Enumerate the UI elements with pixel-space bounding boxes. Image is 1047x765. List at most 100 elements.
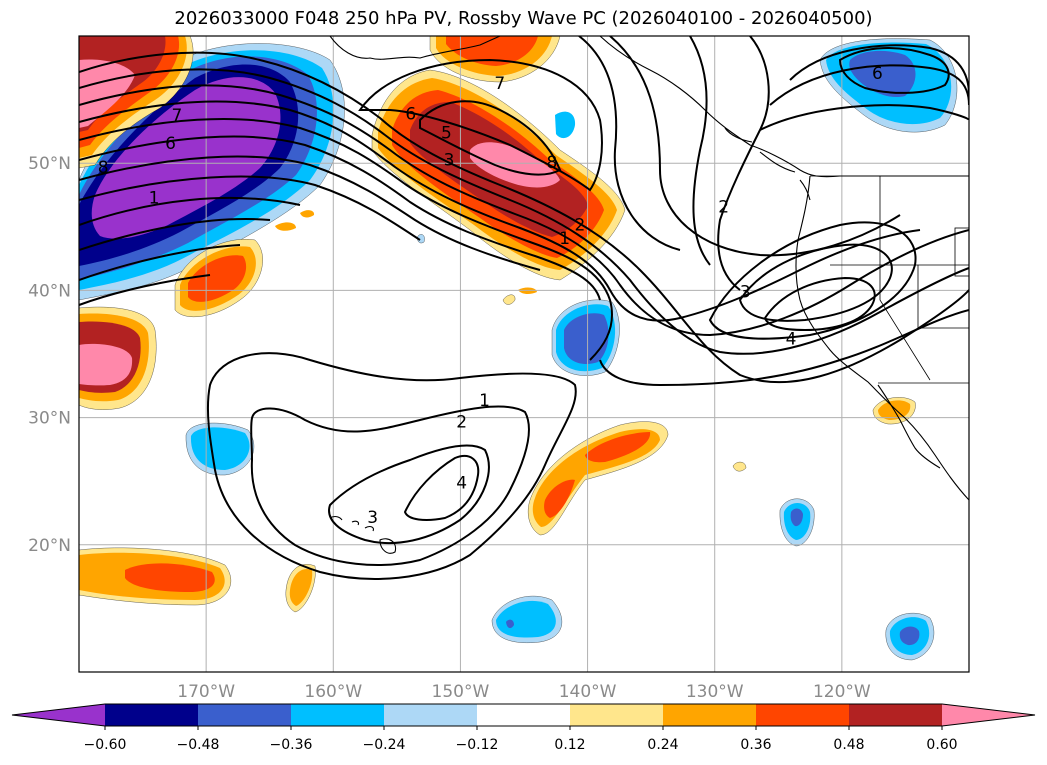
negative-anomaly-far-se [899,626,920,646]
colorbar-tick-label: 0.60 [926,737,957,753]
border-states [830,176,969,381]
positive-anomaly-sw [125,563,215,592]
negative-anomaly-small [417,234,425,244]
contour-line [599,309,969,387]
latitude-tick-label: 20°N [28,536,71,556]
coast-alaska [329,36,501,60]
negative-anomaly-south [496,600,556,638]
positive-anomaly-top [446,36,538,66]
negative-anomaly-south [506,619,514,629]
contour-value-label: 2 [718,197,729,217]
colorbar-segment [570,704,663,726]
contour-line [79,175,421,241]
contour-line [789,44,969,96]
contour-value-label: 2 [456,412,467,432]
contour-line [763,276,876,332]
border-inset [954,227,969,277]
negative-anomaly-small [555,111,576,139]
longitude-tick-label: 120°W [813,682,871,702]
colorbar-segment [291,704,384,726]
colorbar-segment [663,704,756,726]
colorbar-tick-label: −0.12 [456,737,499,753]
contour-line [250,405,531,566]
contour-line [759,104,969,131]
latitude-tick-label: 50°N [28,154,71,174]
colorbar-tick-label: 0.12 [554,737,585,753]
contour-value-label: 8 [547,153,558,173]
latitude-tick-label: 40°N [28,281,71,301]
longitude-tick-label: 170°W [177,682,235,702]
positive-anomaly-south-center [544,479,575,518]
contour-value-label: 1 [479,391,490,411]
contour-value-label: 3 [740,283,751,303]
coast-baja [877,384,941,469]
plot-frame [78,35,970,673]
contour-value-label: 7 [494,74,505,94]
colorbar-segment [384,704,477,726]
colorbar-segment [105,704,198,726]
longitude-tick-label: 160°W [304,682,362,702]
negative-anomaly-nw [91,77,281,239]
contour-line [717,36,770,291]
colorbar-segment [756,704,849,726]
longitude-labels: 170°W 160°W 150°W 140°W 130°W 120°W [177,682,871,702]
contour-line [79,196,301,226]
colorbar-tick-label: 0.24 [647,737,678,753]
colorbar-segment [198,704,291,726]
coast-hawaii [329,515,397,554]
contour-line [358,58,603,192]
positive-anomaly-wisp [300,210,315,218]
colorbar-tick-label: 0.36 [740,737,771,753]
coast-bc-islands [724,127,811,201]
contour-value-label: 4 [456,473,467,493]
contour-line [79,84,969,337]
contour-line [206,352,577,580]
colorbar-segment [849,704,942,726]
contour-value-label: 5 [441,124,452,144]
colorbar-tick-label: −0.60 [84,737,127,753]
contour-line [609,36,901,257]
longitude-tick-label: 140°W [559,682,617,702]
colorbar-tick-label: 0.48 [833,737,864,753]
contour-value-label: 1 [149,189,160,209]
positive-anomaly-ridge [470,142,560,188]
positive-anomaly-wisp [275,222,296,231]
contour-value-label: 3 [444,150,455,170]
negative-anomaly-west-south [190,427,250,470]
contour-line [419,100,562,176]
rossby-wave-contours [79,36,969,580]
contour-line [79,155,541,271]
contour-line [79,51,969,384]
contour-line [79,135,601,301]
contour-value-label: 6 [872,64,883,84]
colorbar-segment [477,704,570,726]
contour-value-label: 7 [171,106,182,126]
map-title: 2026033000 F048 250 hPa PV, Rossby Wave … [174,8,873,29]
contour-line [79,218,271,251]
contour-line [79,244,241,281]
contour-line [769,64,969,106]
colorbar-labels: −0.60 −0.48 −0.36 −0.24 −0.12 0.12 0.24 0.36 0.4… [84,726,958,753]
positive-anomaly-west [79,343,133,386]
positive-anomaly-small-east [732,461,747,472]
colorbar-segment [942,704,1035,726]
contour-line [689,36,711,266]
positive-anomaly-small-south [289,568,313,606]
contour-value-label: 8 [98,158,109,178]
contour-line [79,100,921,322]
contour-value-label: 6 [405,105,416,125]
colorbar-tick-label: −0.48 [177,737,220,753]
longitude-tick-label: 130°W [686,682,744,702]
contour-line [328,444,490,545]
longitude-tick-label: 150°W [432,682,490,702]
colorbar-segment [12,704,105,726]
contour-value-label: 1 [559,229,570,249]
contour-line [708,221,917,340]
colorbar-tick-label: −0.36 [270,737,313,753]
contour-line [79,274,211,306]
contour-value-label: 4 [786,330,797,350]
positive-anomaly-wisp [502,294,516,305]
